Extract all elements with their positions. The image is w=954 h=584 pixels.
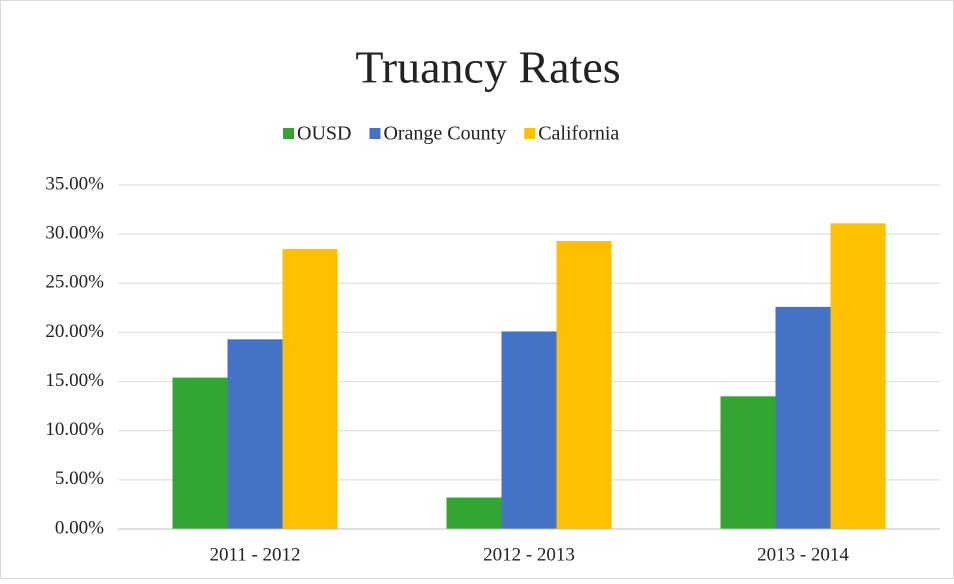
bar xyxy=(227,339,283,529)
bar xyxy=(501,331,557,529)
x-tick-label: 2012 - 2013 xyxy=(483,544,575,565)
bar xyxy=(172,377,228,529)
y-tick-label: 5.00% xyxy=(55,468,104,489)
bar xyxy=(282,248,338,529)
legend-swatch xyxy=(283,128,294,139)
legend-label: OUSD xyxy=(297,123,351,145)
bar xyxy=(720,396,776,529)
y-tick-label: 10.00% xyxy=(45,419,104,440)
y-tick-label: 15.00% xyxy=(45,370,104,391)
x-tick-label: 2011 - 2012 xyxy=(209,544,300,565)
x-tick-label: 2013 - 2014 xyxy=(757,544,849,565)
y-tick-label: 25.00% xyxy=(45,272,104,293)
legend-swatch xyxy=(369,128,381,139)
legend-swatch xyxy=(524,128,536,139)
y-tick-label: 20.00% xyxy=(45,321,104,342)
y-tick-label: 30.00% xyxy=(45,223,104,244)
y-tick-label: 35.00% xyxy=(45,173,104,194)
legend-label: Orange County xyxy=(383,123,506,145)
chart-title: Truancy Rates xyxy=(355,42,620,93)
legend-label: California xyxy=(538,123,619,145)
bar xyxy=(830,223,886,529)
bar xyxy=(556,241,612,529)
bar xyxy=(446,497,502,529)
y-tick-label: 0.00% xyxy=(55,517,104,538)
bar xyxy=(775,306,831,529)
